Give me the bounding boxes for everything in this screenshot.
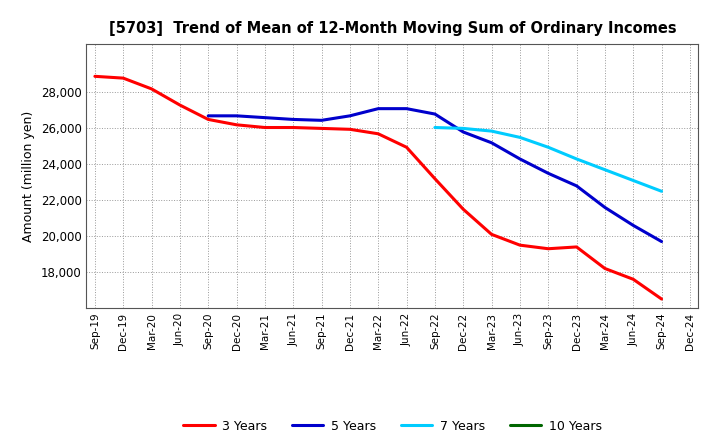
Legend: 3 Years, 5 Years, 7 Years, 10 Years: 3 Years, 5 Years, 7 Years, 10 Years [179, 414, 606, 437]
Y-axis label: Amount (million yen): Amount (million yen) [22, 110, 35, 242]
Title: [5703]  Trend of Mean of 12-Month Moving Sum of Ordinary Incomes: [5703] Trend of Mean of 12-Month Moving … [109, 21, 676, 36]
